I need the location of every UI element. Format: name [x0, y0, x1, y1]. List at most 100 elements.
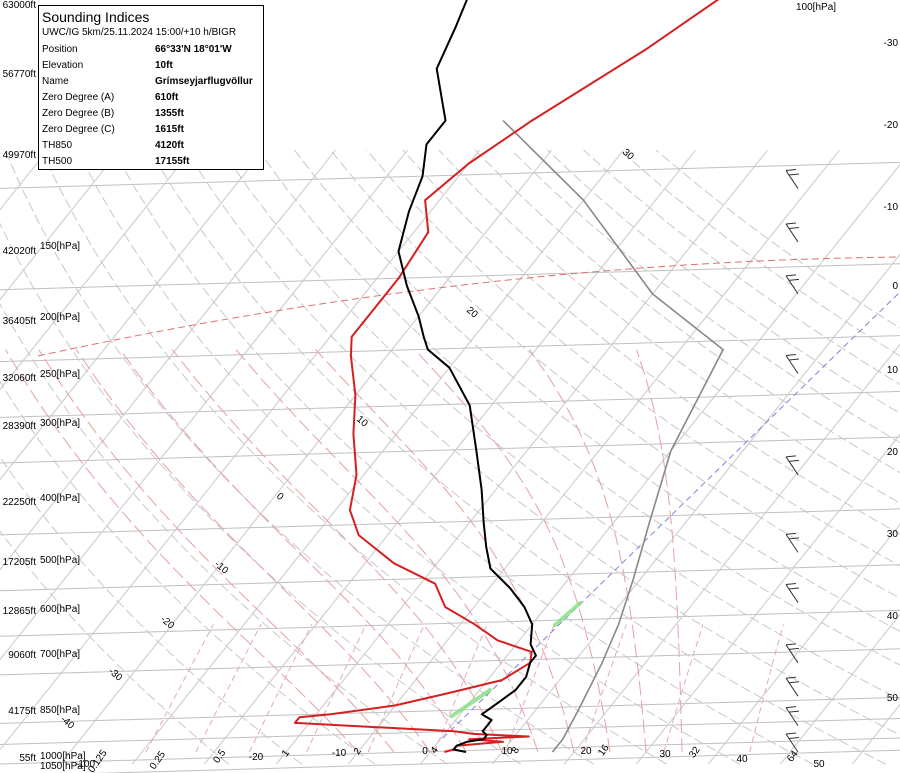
- right-axis-label: 30: [887, 529, 899, 540]
- barb-feather: [785, 455, 797, 458]
- barb-feather: [785, 732, 797, 735]
- isobar-line: [0, 508, 900, 536]
- wind-barb: [785, 455, 800, 476]
- dry-adiabat-line: [113, 149, 814, 765]
- barb-staff: [785, 644, 799, 664]
- index-value: 4120ft: [155, 140, 184, 151]
- wind-barb: [785, 706, 800, 726]
- isotherm-label: -40: [58, 714, 76, 732]
- dry-adiabat-line: [366, 149, 900, 567]
- barb-feather: [785, 643, 797, 646]
- bottom-scale-label: 4: [429, 745, 441, 756]
- axis-labels: 63000ft56770ft49970ft42020ft36405ft32060…: [3, 0, 899, 773]
- bottom-scale-label: 0.5: [211, 747, 228, 765]
- mixing-ratio-line: [248, 624, 313, 753]
- index-key: Zero Degree (B): [42, 108, 115, 119]
- barb-feather: [788, 710, 800, 713]
- isobar-line: [0, 335, 900, 363]
- dry-adiabat-line: [402, 149, 900, 535]
- index-row: Elevation 10ft: [42, 58, 263, 74]
- bottom-scale-label: 32: [687, 744, 703, 760]
- parcel-line: [502, 120, 724, 753]
- pressure-label: 150[hPa]: [40, 241, 80, 252]
- barb-feather: [785, 274, 797, 277]
- moist-adiabat-line: [5, 349, 359, 753]
- mixing-ratio-line: [145, 624, 214, 753]
- barb-staff: [785, 355, 799, 374]
- bottom-scale-label: 20: [580, 746, 592, 757]
- barb-staff: [785, 677, 799, 697]
- pressure-label: 100[hPa]: [796, 2, 836, 13]
- altitude-label: 32060ft: [3, 373, 37, 384]
- dry-adiabat-line: [76, 149, 741, 765]
- dry-adiabat-line: [0, 380, 376, 765]
- mixing-ratio-line: [367, 624, 425, 753]
- sounding-indices-panel: Sounding Indices UWC/IG 5km/25.11.2024 1…: [38, 5, 264, 170]
- bottom-scale-label: 0: [422, 746, 428, 757]
- isotherm-line: [491, 253, 900, 765]
- bottom-scale-label: 16: [596, 742, 612, 758]
- wind-barb: [785, 732, 800, 753]
- indices-rows: Position 66°33'N 18°01'W Elevation 10ft Name…: [42, 42, 263, 170]
- bottom-scale-label: -10: [332, 748, 347, 759]
- index-key: Position: [42, 44, 78, 55]
- moist-adiabat-line: [75, 349, 431, 753]
- freezing-level-line: [37, 256, 900, 357]
- mixing-ratio-line: [306, 624, 367, 753]
- dry-adiabat-line: [0, 303, 449, 765]
- barb-feather: [788, 278, 800, 281]
- isotherm-line: [131, 149, 624, 765]
- bottom-scale-label: -100: [75, 759, 95, 770]
- moist-adiabat-line: [235, 349, 539, 753]
- index-value: 1615ft: [155, 124, 184, 135]
- dry-adiabat-line: [547, 149, 900, 414]
- dry-adiabat-line: [149, 149, 887, 765]
- barb-feather: [788, 537, 800, 540]
- mixing-ratio-line: [433, 624, 488, 753]
- index-key: Elevation: [42, 60, 84, 71]
- moist-adiabat-line: [38, 349, 395, 753]
- pressure-label: 200[hPa]: [40, 312, 80, 323]
- isotherm-line: [0, 149, 264, 481]
- index-row: Zero Degree (C) 1615ft: [42, 122, 263, 138]
- isobar-line: [0, 696, 900, 724]
- pressure-label: 700[hPa]: [40, 649, 80, 660]
- barb-staff: [785, 275, 799, 295]
- isotherm-line: [0, 149, 480, 751]
- wind-barb: [785, 274, 800, 295]
- dry-adiabat-line: [4, 149, 595, 765]
- index-key: Zero Degree (A): [42, 92, 115, 103]
- barb-staff: [785, 456, 799, 476]
- index-value: 610ft: [155, 92, 179, 103]
- isobar-line: [100, 749, 900, 773]
- pressure-label: 500[hPa]: [40, 555, 80, 566]
- right-axis-label: 0: [892, 281, 898, 292]
- altitude-label: 42020ft: [3, 246, 37, 257]
- barb-feather: [788, 737, 800, 739]
- pressure-label: 300[hPa]: [40, 418, 80, 429]
- index-value: Grímseyjarflugvöllur: [155, 76, 253, 87]
- lcl-line: [442, 291, 900, 739]
- moist-adiabat-line: [529, 349, 647, 753]
- isotherm-line: [203, 149, 696, 765]
- dry-adiabat-line: [0, 530, 230, 765]
- altitude-label: 49970ft: [3, 150, 37, 161]
- right-axis-label: 10: [887, 365, 899, 376]
- barb-feather: [785, 353, 797, 356]
- dry-adiabat-line: [330, 149, 900, 599]
- dry-adiabat-line: [510, 149, 900, 444]
- pressure-label: 850[hPa]: [40, 705, 80, 716]
- isotherm-line: [779, 613, 900, 765]
- temperature-line: [397, 0, 537, 753]
- index-value: 10ft: [155, 60, 173, 71]
- bottom-scale-label: -20: [249, 752, 264, 763]
- isotherm-label: 10: [354, 414, 370, 430]
- bottom-scale-label: 10: [501, 746, 513, 757]
- altitude-label: 28390ft: [3, 421, 37, 432]
- barb-feather: [785, 676, 797, 679]
- wind-barbs: [785, 169, 800, 753]
- index-row: Zero Degree (B) 1355ft: [42, 106, 263, 122]
- isotherm-line: [707, 523, 900, 765]
- isotherm-label: 30: [620, 147, 636, 163]
